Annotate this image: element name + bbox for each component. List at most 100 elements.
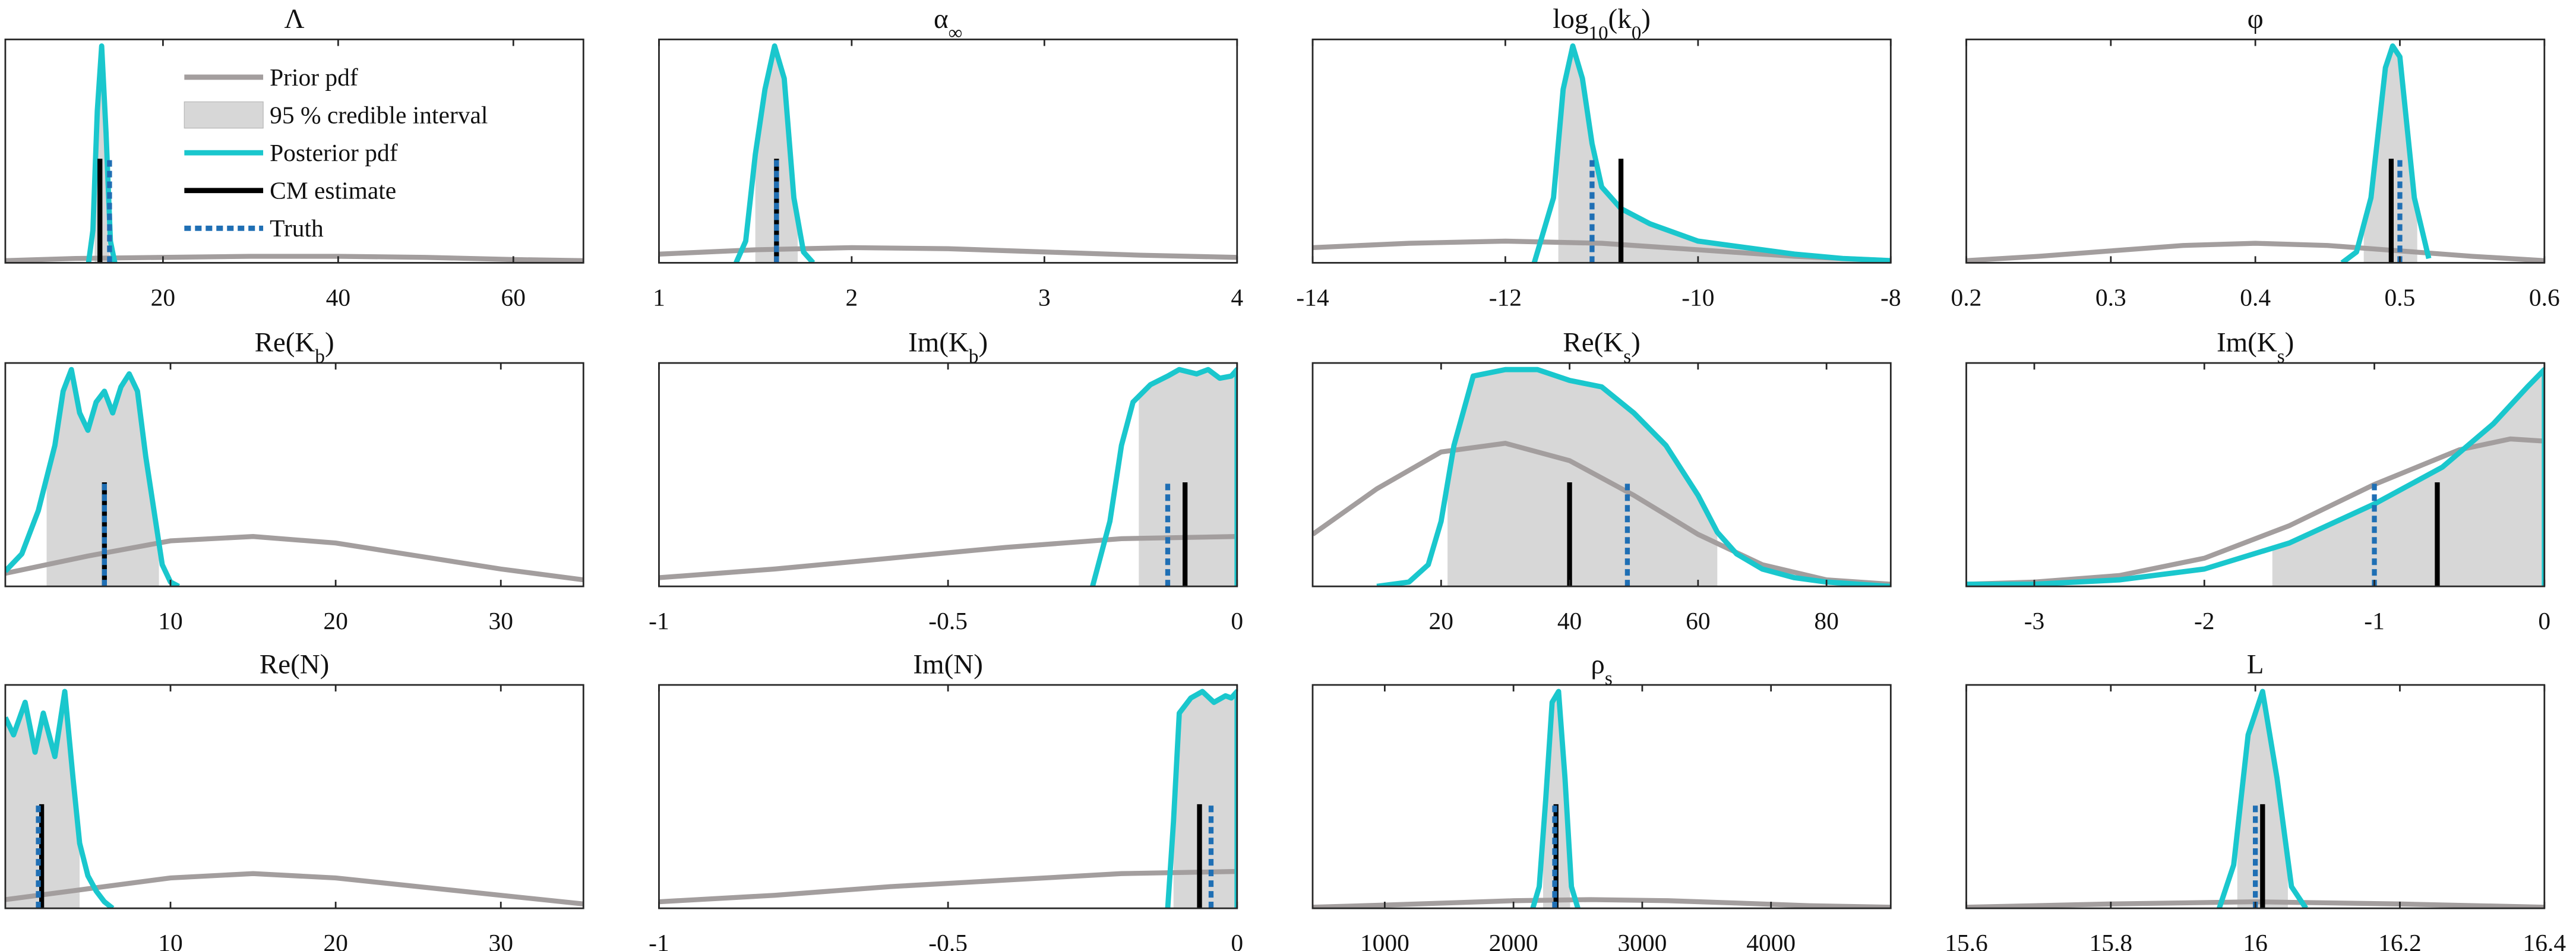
x-tick-label: 0 [1231, 929, 1243, 951]
panel-title: Im(Kb) [908, 327, 988, 368]
x-tick-label: -2 [2194, 607, 2215, 634]
posterior-line [1165, 688, 1237, 909]
x-tick-label: 0.2 [1951, 283, 1982, 311]
plot-content [1966, 43, 2545, 263]
x-tick-label: 60 [1686, 607, 1710, 634]
x-tick-label: 2000 [1489, 929, 1538, 951]
posterior-line [5, 367, 180, 587]
panel: -1 -0.5 0 Im(Kb) [649, 327, 1243, 634]
x-tick-label: -10 [1681, 283, 1714, 311]
x-tick-label: 10 [158, 929, 182, 951]
plot-border [4, 684, 584, 909]
title-part: s [1605, 667, 1613, 689]
credible-interval [5, 691, 80, 909]
x-tick-label: 0.5 [2385, 283, 2416, 311]
title-part: Im(N) [913, 649, 982, 680]
title-part: ∞ [949, 22, 963, 44]
x-tick-label: 40 [326, 283, 350, 311]
plot-border [4, 38, 584, 264]
x-tick-label: 4 [1231, 283, 1243, 311]
x-tick-label: 16.4 [2523, 929, 2566, 951]
panel: 20 40 60 80 Re(Ks) [1311, 327, 1892, 634]
credible-interval [1139, 369, 1237, 587]
x-tick-label: -3 [2024, 607, 2045, 634]
title-part: Λ [285, 4, 305, 34]
panel: 1000 2000 3000 4000 ρs [1311, 649, 1892, 951]
prior-line [659, 868, 1237, 905]
credible-interval [2237, 691, 2288, 909]
title-part: ) [978, 327, 988, 358]
panel: -14 -12 -10 -8 log10(k0) [1296, 4, 1901, 311]
x-tick-label: 16 [2243, 929, 2267, 951]
panel-title: Λ [285, 4, 305, 34]
panel-title: Re(Kb) [255, 327, 334, 368]
plot-area [5, 685, 584, 909]
legend-label: Truth [270, 214, 324, 242]
panel-title: Re(Ks) [1563, 327, 1640, 368]
title-part: s [1623, 345, 1631, 367]
x-tick-label: 40 [1557, 607, 1582, 634]
title-part: ) [2285, 327, 2294, 358]
plot-content [659, 43, 1237, 263]
plot-content [1312, 688, 1891, 909]
title-part: Im(K [908, 327, 969, 358]
panel-title: α∞ [934, 4, 962, 44]
x-tick-label: -1 [649, 607, 669, 634]
legend-label: Prior pdf [270, 64, 358, 91]
x-tick-label: 1000 [1360, 929, 1409, 951]
credible-interval [1173, 691, 1237, 909]
panel: -3 -2 -1 0 Im(Ks) [1965, 327, 2550, 634]
x-tick-label: -0.5 [928, 607, 968, 634]
x-tick-label: 4000 [1746, 929, 1796, 951]
x-tick-label: 1 [653, 283, 665, 311]
x-tick-label: 30 [488, 607, 513, 634]
x-tick-label: 0.3 [2095, 283, 2126, 311]
x-tick-label: 0 [2538, 607, 2550, 634]
x-tick-label: 0.6 [2529, 283, 2560, 311]
prior-line [659, 245, 1237, 260]
x-tick-label: 60 [501, 283, 526, 311]
x-tick-label: 2 [846, 283, 858, 311]
plot-content [659, 367, 1237, 587]
x-tick-label: -14 [1296, 283, 1329, 311]
panel: 20 40 60 Λ Prior pdf 95 % credible interval Po… [4, 4, 584, 311]
legend-label: CM estimate [270, 177, 396, 204]
panel: 10 20 30 Re(Kb) [4, 327, 584, 634]
x-tick-label: 15.8 [2090, 929, 2133, 951]
title-part: ) [325, 327, 334, 358]
title-part: (k [1608, 4, 1632, 34]
panel-title: Im(Ks) [2217, 327, 2294, 368]
x-tick-label: 20 [323, 607, 347, 634]
panel-title: φ [2248, 4, 2264, 34]
x-tick-label: -0.5 [928, 929, 968, 951]
x-tick-label: -1 [649, 929, 669, 951]
plot-area [1966, 39, 2545, 263]
panel-title: Re(N) [260, 649, 329, 680]
prior-line [1966, 241, 2545, 263]
x-tick-label: 30 [488, 929, 513, 951]
posterior-line [2340, 43, 2432, 263]
title-part: 10 [1588, 22, 1608, 44]
posterior-line [1531, 43, 1891, 263]
title-part: ) [1641, 4, 1651, 34]
title-part: φ [2248, 4, 2264, 34]
plot-border [1311, 684, 1892, 909]
plot-content [5, 43, 584, 263]
panel: 0.2 0.3 0.4 0.5 0.6 φ [1951, 4, 2560, 311]
credible-interval [46, 369, 159, 587]
x-tick-label: 80 [1814, 607, 1838, 634]
panel: 10 20 30 Re(N) [4, 649, 584, 951]
plot-content [1966, 688, 2545, 909]
x-tick-label: 15.6 [1945, 929, 1988, 951]
title-part: b [315, 345, 325, 367]
title-part: Im(K [2217, 327, 2277, 358]
title-part: ) [1631, 327, 1641, 358]
x-tick-label: -1 [2364, 607, 2385, 634]
x-tick-label: 0.4 [2240, 283, 2271, 311]
legend-label: 95 % credible interval [270, 101, 488, 128]
title-part: Re(N) [260, 649, 329, 680]
x-tick-label: 3 [1038, 283, 1051, 311]
title-part: log [1553, 4, 1588, 34]
title-part: s [2277, 345, 2285, 367]
